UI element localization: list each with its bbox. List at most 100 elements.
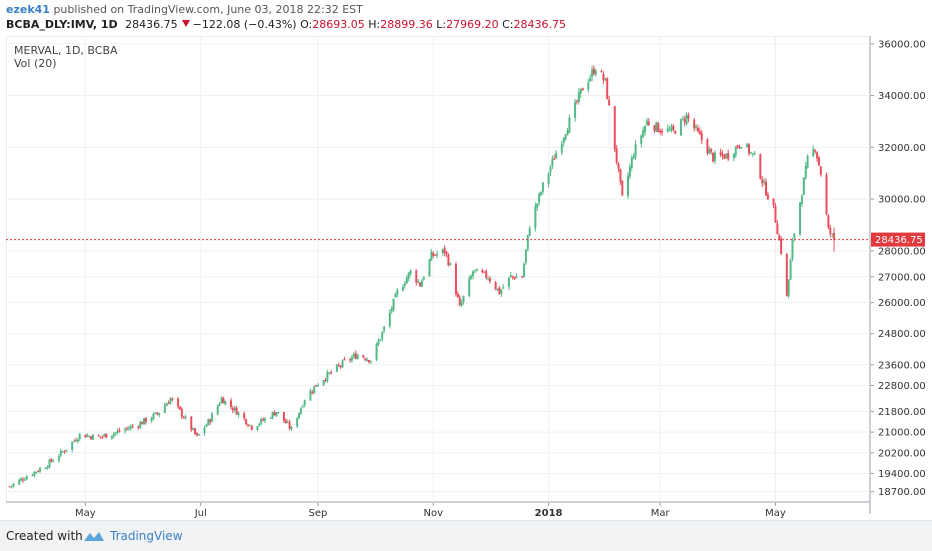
author-link[interactable]: ezek41 xyxy=(6,3,50,16)
candle-body xyxy=(719,152,722,155)
candle-body xyxy=(806,156,809,168)
candle-body xyxy=(141,422,144,425)
candle-body xyxy=(587,82,590,90)
candle-body xyxy=(44,467,47,469)
y-tick-label: 32000.00 xyxy=(878,143,926,154)
candle-body xyxy=(553,158,556,160)
low-label: L: xyxy=(436,18,447,31)
candle-body xyxy=(18,479,21,485)
candle-body xyxy=(86,435,89,437)
candle-body xyxy=(90,436,93,440)
candle-body xyxy=(695,126,698,128)
candle-body xyxy=(88,436,91,438)
candle-body xyxy=(817,157,820,166)
low-value: 27969.20 xyxy=(446,18,499,31)
candle-body xyxy=(513,277,516,280)
candle-body xyxy=(178,406,181,410)
candle-body xyxy=(116,431,119,433)
candle-body xyxy=(322,380,325,385)
candle-body xyxy=(655,122,658,132)
candle-body xyxy=(150,418,153,422)
candle-body xyxy=(22,479,25,481)
chart-svg[interactable]: 18700.00 19400.00 20200.00 21000.00 21800.00… xyxy=(5,35,926,520)
candle-body xyxy=(681,117,684,119)
candle-body xyxy=(392,298,395,310)
publish-info: published on TradingView.com, June 03, 2… xyxy=(53,3,363,16)
x-tick-label: Sep xyxy=(309,508,328,519)
candle-body xyxy=(536,203,539,208)
candle-body xyxy=(12,483,15,486)
candle-body xyxy=(396,289,399,295)
pane-title: MERVAL, 1D, BCBA xyxy=(14,44,118,57)
candle-body xyxy=(350,357,353,361)
candle-body xyxy=(260,418,263,424)
candle-body xyxy=(700,133,703,141)
chart-area[interactable]: 18700.00 19400.00 20200.00 21000.00 21800.00… xyxy=(5,35,926,520)
candle-body xyxy=(502,287,505,289)
candle-body xyxy=(311,391,314,393)
candle-body xyxy=(195,433,198,436)
y-tick-label: 36000.00 xyxy=(878,39,926,50)
candle-body xyxy=(402,286,405,291)
candle-body xyxy=(685,114,688,124)
candle-body xyxy=(524,249,527,263)
candle-body xyxy=(275,412,278,416)
candle-body xyxy=(487,278,490,280)
candle-body xyxy=(579,88,582,94)
candle-body xyxy=(369,360,372,363)
candle-body xyxy=(761,179,764,184)
candle-body xyxy=(791,240,794,259)
candle-body xyxy=(315,385,318,387)
candle-body xyxy=(488,278,491,282)
candle-body xyxy=(606,77,609,100)
candle-body xyxy=(725,153,728,158)
candle-body xyxy=(99,436,102,438)
candle-body xyxy=(356,354,359,360)
candle-body xyxy=(468,278,471,297)
candle-body xyxy=(366,359,369,361)
tradingview-link[interactable]: TradingView xyxy=(110,529,183,543)
candle-body xyxy=(528,228,531,236)
candle-body xyxy=(246,424,249,426)
candle-body xyxy=(428,259,431,277)
candle-body xyxy=(698,130,701,134)
close-label: C: xyxy=(502,18,514,31)
candle-body xyxy=(436,253,439,256)
candle-body xyxy=(555,152,558,159)
candle-body xyxy=(233,407,236,410)
candle-body xyxy=(364,358,367,361)
candle-body xyxy=(696,127,699,132)
candle-body xyxy=(713,152,716,161)
candle-body xyxy=(264,418,267,421)
high-label: H: xyxy=(368,18,381,31)
candle-body xyxy=(458,297,461,305)
candle-body xyxy=(59,450,62,456)
candle-body xyxy=(48,459,51,468)
candle-body xyxy=(475,268,478,272)
candle-body xyxy=(163,405,166,413)
candle-body xyxy=(218,403,221,406)
candle-body xyxy=(748,144,751,154)
candle-body xyxy=(674,131,677,134)
candle-body xyxy=(139,422,142,429)
volume-indicator-label[interactable]: Vol (20) xyxy=(14,57,57,70)
candle-body xyxy=(182,416,185,419)
candle-body xyxy=(127,428,130,430)
candle-body xyxy=(180,408,183,417)
candle-body xyxy=(589,77,592,82)
candle-body xyxy=(303,400,306,406)
candle-body xyxy=(417,281,420,283)
candle-body xyxy=(608,100,611,106)
candle-body xyxy=(33,471,36,476)
candle-body xyxy=(498,287,501,295)
candle-body xyxy=(802,177,805,195)
candle-body xyxy=(20,478,23,481)
candle-body xyxy=(286,421,289,423)
candle-body xyxy=(256,426,259,431)
candle-body xyxy=(220,397,223,404)
candle-body xyxy=(804,165,807,179)
candle-body xyxy=(460,302,463,306)
candle-body xyxy=(229,400,232,407)
open-label: O: xyxy=(300,18,313,31)
candle-body xyxy=(727,153,730,160)
